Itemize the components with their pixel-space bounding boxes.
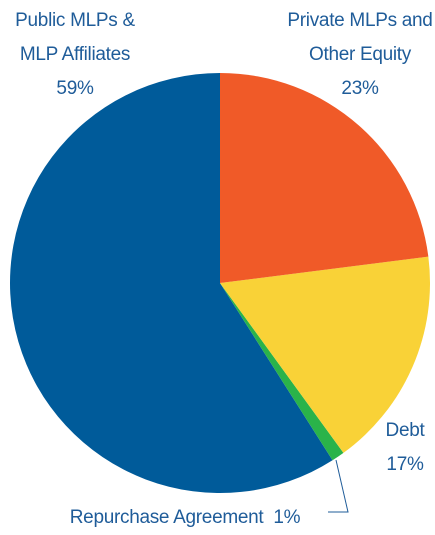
- slice-label: Private MLPs and Other Equity 23%: [280, 4, 435, 106]
- pie-slice: [220, 283, 344, 461]
- leader-line: [328, 459, 349, 513]
- value-label: 17%: [386, 454, 424, 475]
- value-label: 23%: [341, 78, 379, 99]
- category-label: Repurchase Agreement: [69, 507, 264, 528]
- value-label: 59%: [56, 78, 94, 99]
- category-label: Private MLPs and Other Equity: [287, 10, 433, 65]
- pie-slice: [9, 73, 333, 494]
- pie-slice: [220, 256, 430, 453]
- category-label: Public MLPs & MLP Affiliates: [15, 10, 135, 65]
- pie-slice: [220, 73, 429, 283]
- slice-label: Public MLPs & MLP Affiliates 59%: [0, 4, 150, 106]
- slice-label: Repurchase Agreement 1%: [40, 501, 330, 535]
- value-label: 1%: [273, 507, 301, 528]
- slice-label: Debt 17%: [370, 414, 435, 482]
- category-label: Debt: [385, 420, 425, 441]
